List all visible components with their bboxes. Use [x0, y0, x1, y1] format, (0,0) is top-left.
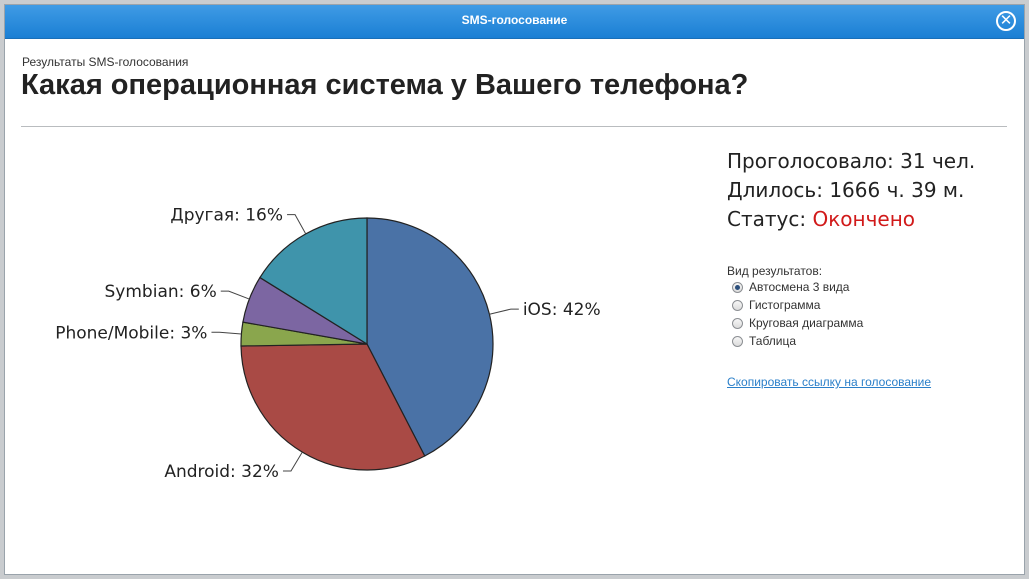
pie-leader-line [282, 451, 303, 472]
pie-slice-android [240, 343, 426, 471]
pie-slice-другая [259, 217, 368, 346]
pie-label: Symbian: 6% [105, 282, 217, 302]
view-option-table[interactable]: Таблица [727, 332, 863, 350]
voted-label: Проголосовало: [727, 149, 894, 173]
view-option-pie[interactable]: Круговая диаграмма [727, 314, 863, 332]
voted-row: Проголосовало: 31 чел. [727, 147, 975, 176]
status-row: Статус: Окончено [727, 205, 975, 234]
radio-icon[interactable] [732, 299, 743, 311]
view-option-label: Таблица [749, 334, 797, 348]
pie-label: Android: 32% [164, 462, 279, 482]
radio-icon[interactable] [732, 281, 743, 293]
results-subtitle: Результаты SMS-голосования [22, 55, 189, 69]
view-option-label: Круговая диаграмма [749, 316, 864, 330]
poll-stats: Проголосовало: 31 чел. Длилось: 1666 ч. … [727, 147, 975, 234]
duration-row: Длилось: 1666 ч. 39 м. [727, 176, 975, 205]
pie-leader-line [287, 214, 307, 235]
pie-label: Другая: 16% [170, 206, 283, 226]
voted-value: 31 чел. [900, 149, 976, 173]
status-label: Статус: [727, 207, 807, 231]
pie-leader-line [211, 331, 242, 335]
pie-chart: iOS: 42% Android: 32% Phone/Mobile: 3% Symb… [55, 206, 601, 482]
sms-voting-dialog: SMS-голосование ✕ Результаты SMS-голосов… [4, 4, 1025, 575]
radio-icon[interactable] [732, 335, 743, 347]
view-options-label: Вид результатов: [727, 264, 823, 278]
pie-slice-ios [366, 217, 494, 457]
pie-label: iOS: 42% [523, 300, 601, 320]
radio-icon[interactable] [732, 317, 743, 329]
view-option-histogram[interactable]: Гистограмма [727, 296, 863, 314]
view-option-autoswitch[interactable]: Автосмена 3 вида [727, 278, 863, 296]
poll-question: Какая операционная система у Вашего теле… [21, 69, 749, 101]
pie-leader-line [489, 308, 519, 315]
pie-leader-line [220, 290, 250, 300]
window-title: SMS-голосование [461, 13, 568, 27]
duration-label: Длилось: [727, 178, 823, 202]
pie-label: Phone/Mobile: 3% [55, 323, 207, 343]
close-icon[interactable]: ✕ [996, 11, 1016, 31]
duration-value: 1666 ч. 39 м. [829, 178, 965, 202]
view-option-label: Автосмена 3 вида [749, 280, 850, 294]
view-option-label: Гистограмма [749, 298, 821, 312]
status-value: Окончено [812, 207, 916, 231]
view-options: Вид результатов: Автосмена 3 вида Гистог… [727, 264, 863, 350]
divider [21, 126, 1007, 127]
copy-link[interactable]: Скопировать ссылку на голосование [727, 375, 932, 389]
title-bar: SMS-голосование ✕ [5, 5, 1024, 39]
